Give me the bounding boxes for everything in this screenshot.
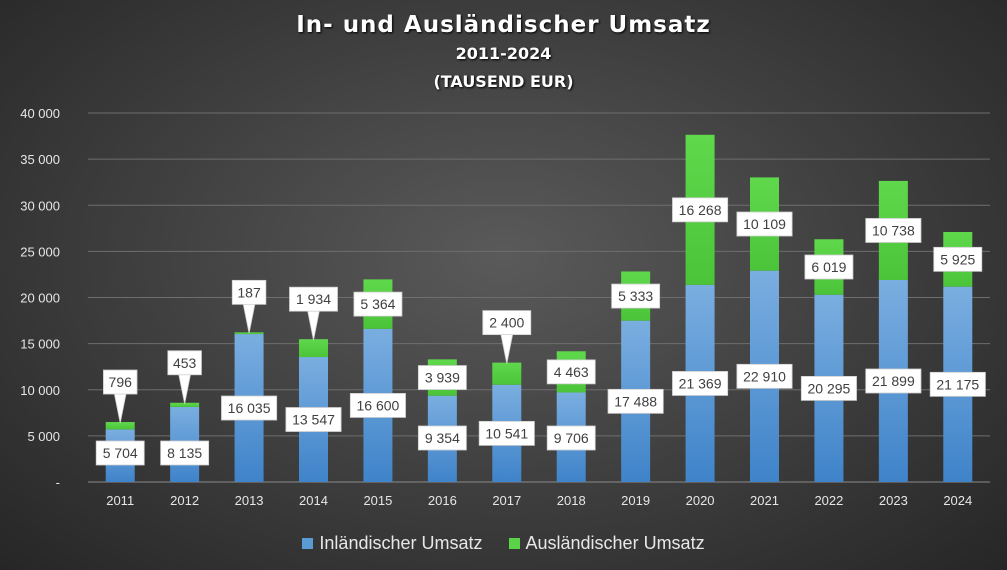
x-tick-label: 2019 [621,493,650,508]
chart-legend: Inländischer Umsatz Ausländischer Umsatz [0,533,1007,554]
chart-unit-subtitle: (TAUSEND EUR) [433,72,574,91]
data-label-auslaendisch: 796 [109,374,133,390]
data-label-inlaendisch: 22 910 [743,368,786,384]
data-label-auslaendisch-box [672,197,729,223]
data-label-auslaendisch: 4 463 [554,364,589,380]
data-label-inlaendisch-box [865,368,922,394]
bar-auslaendisch-2014 [299,339,328,358]
data-label-inlaendisch-box [221,395,278,421]
data-label-auslaendisch-box [865,218,922,243]
data-label-auslaendisch-box [933,246,983,272]
data-label-auslaendisch: 187 [237,284,261,300]
data-label-inlaendisch: 16 600 [357,397,400,413]
x-tick-label: 2017 [492,493,521,508]
legend-label-domestic: Inländischer Umsatz [319,533,483,553]
data-label-inlaendisch-box [800,375,857,401]
data-label-inlaendisch-box [417,425,467,451]
legend-item-domestic: Inländischer Umsatz [302,533,483,554]
data-label-inlaendisch-box [929,371,986,397]
data-label-auslaendisch: 5 333 [618,288,653,304]
data-label-inlaendisch-box [95,440,145,466]
bar-auslaendisch-2017 [492,362,522,385]
data-label-inlaendisch: 10 541 [485,425,528,441]
y-tick-label: 25 000 [20,244,60,259]
x-tick-label: 2021 [750,493,779,508]
data-label-auslaendisch-box [736,211,793,237]
y-tick-label: 5 000 [27,429,60,444]
data-label-auslaendisch: 5 925 [940,251,975,267]
data-label-inlaendisch: 17 488 [614,393,657,409]
y-tick-label: 30 000 [20,198,60,213]
data-label-inlaendisch: 13 547 [292,412,335,428]
x-tick-label: 2011 [106,493,134,508]
data-label-auslaendisch-box [482,310,532,336]
data-label-auslaendisch-pointer [113,392,127,424]
y-tick-label: 20 000 [20,291,60,306]
data-label-auslaendisch-box [611,283,661,309]
legend-label-foreign: Ausländischer Umsatz [525,533,705,553]
data-label-auslaendisch: 16 268 [679,202,722,218]
data-label-auslaendisch-box [804,254,854,280]
data-label-auslaendisch-box [353,291,403,317]
data-label-auslaendisch-box [289,286,338,312]
data-label-inlaendisch-box [736,363,793,389]
data-label-auslaendisch: 2 400 [489,315,524,331]
data-label-auslaendisch: 6 019 [811,259,846,275]
legend-item-foreign: Ausländischer Umsatz [508,533,705,554]
data-label-auslaendisch: 5 364 [360,296,395,312]
x-tick-label: 2018 [557,493,586,508]
y-tick-label: 40 000 [20,106,60,121]
data-label-inlaendisch: 9 706 [554,430,589,446]
data-label-auslaendisch-pointer [307,309,320,341]
data-label-inlaendisch: 21 369 [679,375,722,391]
bar-auslaendisch-2011 [105,422,135,430]
data-label-inlaendisch: 16 035 [228,400,271,416]
legend-swatch-foreign [508,538,520,549]
data-label-auslaendisch: 3 939 [425,370,460,386]
data-label-inlaendisch-box [285,407,342,432]
data-label-inlaendisch-box [672,371,729,396]
data-label-auslaendisch-box [231,279,267,305]
data-label-auslaendisch-pointer [500,333,514,364]
x-tick-label: 2024 [943,493,972,508]
y-tick-label: 15 000 [20,337,60,352]
data-label-auslaendisch: 1 934 [296,291,331,307]
data-label-inlaendisch: 20 295 [808,380,851,396]
x-tick-label: 2013 [235,493,264,508]
data-label-inlaendisch-box [546,425,596,451]
data-label-inlaendisch-box [160,440,210,466]
x-tick-label: 2016 [428,493,457,508]
data-label-auslaendisch-pointer [178,373,192,404]
x-tick-label: 2020 [686,493,715,508]
chart-title: In- und Ausländischer Umsatz [296,12,711,38]
bar-auslaendisch-2012 [170,402,200,407]
y-tick-label: 35 000 [20,152,60,167]
y-tick-label: - [56,475,60,490]
x-tick-label: 2015 [363,493,392,508]
chart-subtitle: 2011-2024 [455,44,552,63]
data-label-auslaendisch: 10 738 [872,222,915,238]
data-label-auslaendisch-box [546,359,596,385]
data-label-auslaendisch-box [103,369,138,395]
data-label-inlaendisch: 21 899 [872,373,915,389]
legend-swatch-domestic [302,538,314,549]
data-label-inlaendisch: 5 704 [103,445,138,461]
x-tick-label: 2023 [879,493,908,508]
data-label-inlaendisch-box [607,388,664,414]
data-label-auslaendisch: 10 109 [743,216,786,232]
data-label-inlaendisch: 8 135 [167,445,202,461]
data-label-inlaendisch-box [478,420,535,446]
data-label-auslaendisch-box [417,365,467,390]
data-label-auslaendisch: 453 [173,355,197,371]
data-label-auslaendisch-pointer [242,302,256,334]
data-label-auslaendisch-box [167,350,202,376]
x-tick-label: 2012 [170,493,199,508]
y-tick-label: 10 000 [20,383,60,398]
x-tick-label: 2014 [299,493,328,508]
data-label-inlaendisch: 9 354 [425,430,460,446]
data-label-inlaendisch: 21 175 [936,376,979,392]
x-tick-label: 2022 [814,493,843,508]
data-label-inlaendisch-box [349,393,406,418]
